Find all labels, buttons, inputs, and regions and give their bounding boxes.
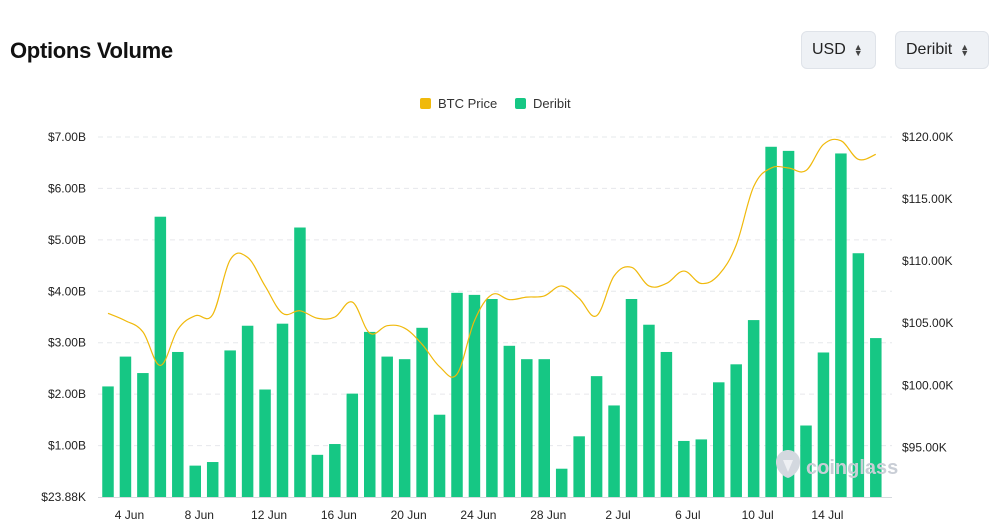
y-right-tick-label: $105.00K <box>902 316 953 330</box>
x-tick-label: 6 Jul <box>675 508 700 522</box>
y-left-tick-label: $3.00B <box>48 336 86 350</box>
deribit-bar[interactable] <box>625 299 638 497</box>
deribit-bar[interactable] <box>835 153 847 497</box>
deribit-bar[interactable] <box>119 356 132 497</box>
deribit-bar[interactable] <box>660 351 673 497</box>
y-left-tick-label: $4.00B <box>48 284 86 298</box>
deribit-bar[interactable] <box>538 359 551 497</box>
deribit-bar[interactable] <box>852 253 865 497</box>
deribit-bar[interactable] <box>206 462 219 497</box>
x-tick-label: 28 Jun <box>530 508 566 522</box>
exchange-select-value: Deribit <box>906 41 953 58</box>
deribit-bar[interactable] <box>713 382 725 497</box>
x-tick-label: 10 Jul <box>742 508 774 522</box>
y-right-tick-label: $95.00K <box>902 440 947 454</box>
deribit-bar[interactable] <box>154 216 167 497</box>
currency-select-value: USD <box>812 41 846 58</box>
deribit-bar[interactable] <box>765 146 777 497</box>
legend-swatch-btc-price <box>420 98 431 109</box>
y-axis-left: $23.88K $1.00B $2.00B $3.00B $4.00B $5.00B $6.… <box>41 130 86 504</box>
deribit-bar[interactable] <box>241 325 254 497</box>
legend-label-deribit: Deribit <box>533 96 571 111</box>
deribit-bar[interactable] <box>643 324 655 497</box>
deribit-bar[interactable] <box>311 454 324 497</box>
deribit-bar[interactable] <box>276 323 289 497</box>
legend-label-btc-price: BTC Price <box>438 96 497 111</box>
y-left-tick-label: $23.88K <box>41 490 86 504</box>
x-tick-label: 4 Jun <box>115 508 144 522</box>
x-tick-label: 8 Jun <box>185 508 214 522</box>
deribit-bar[interactable] <box>364 331 376 497</box>
deribit-bar[interactable] <box>433 414 446 497</box>
x-axis: 4 Jun 8 Jun 12 Jun 16 Jun 20 Jun 24 Jun 28 Jun… <box>98 497 892 522</box>
x-tick-label: 20 Jun <box>391 508 427 522</box>
deribit-bar[interactable] <box>503 345 516 497</box>
chart-legend[interactable]: BTC Price Deribit <box>420 96 571 111</box>
y-right-tick-label: $110.00K <box>902 254 953 268</box>
y-left-tick-label: $5.00B <box>48 233 86 247</box>
y-right-tick-label: $120.00K <box>902 130 953 144</box>
deribit-bar[interactable] <box>329 444 341 497</box>
y-left-tick-label: $2.00B <box>48 387 86 401</box>
y-right-tick-label: $115.00K <box>902 192 953 206</box>
watermark-text: coinglass <box>806 457 898 479</box>
deribit-bar[interactable] <box>695 439 708 497</box>
deribit-bar[interactable] <box>102 386 114 497</box>
y-left-tick-label: $1.00B <box>48 439 86 453</box>
deribit-bar[interactable] <box>590 376 603 497</box>
coinglass-watermark: coinglass <box>776 450 898 479</box>
deribit-bar[interactable] <box>416 327 428 497</box>
deribit-bar[interactable] <box>817 352 830 497</box>
y-left-tick-label: $7.00B <box>48 130 86 144</box>
deribit-bar[interactable] <box>521 359 533 497</box>
deribit-bars <box>102 146 882 497</box>
x-tick-label: 16 Jun <box>321 508 357 522</box>
chevron-up-down-icon: ▲ ▼ <box>853 42 863 58</box>
page-title: Options Volume <box>10 38 173 63</box>
deribit-bar[interactable] <box>451 292 463 497</box>
deribit-bar[interactable] <box>259 389 271 497</box>
deribit-bar[interactable] <box>189 465 202 497</box>
deribit-bar[interactable] <box>398 359 411 497</box>
deribit-bar[interactable] <box>555 468 568 497</box>
coinglass-logo-icon <box>776 450 800 478</box>
deribit-bar[interactable] <box>137 373 149 497</box>
deribit-bar[interactable] <box>573 436 585 497</box>
deribit-bar[interactable] <box>294 227 306 497</box>
deribit-bar[interactable] <box>381 356 393 497</box>
exchange-select[interactable]: Deribit ▲ ▼ <box>895 31 989 69</box>
deribit-bar[interactable] <box>468 294 481 497</box>
deribit-bar[interactable] <box>224 350 236 497</box>
deribit-bar[interactable] <box>678 440 690 497</box>
y-left-tick-label: $6.00B <box>48 181 86 195</box>
deribit-bar[interactable] <box>172 351 184 497</box>
deribit-bar[interactable] <box>486 299 498 497</box>
deribit-bar[interactable] <box>730 364 742 497</box>
currency-select[interactable]: USD ▲ ▼ <box>801 31 876 69</box>
deribit-bar[interactable] <box>870 338 882 497</box>
x-tick-label: 24 Jun <box>460 508 496 522</box>
y-axis-right: $95.00K $100.00K $105.00K $110.00K $115.00K $… <box>902 130 953 454</box>
x-tick-label: 12 Jun <box>251 508 287 522</box>
deribit-bar[interactable] <box>346 393 359 497</box>
y-right-tick-label: $100.00K <box>902 378 953 392</box>
x-tick-label: 2 Jul <box>605 508 630 522</box>
x-tick-label: 14 Jul <box>811 508 843 522</box>
btc-price-line <box>107 138 877 378</box>
deribit-bar[interactable] <box>800 425 812 497</box>
legend-swatch-deribit <box>515 98 526 109</box>
deribit-bar[interactable] <box>782 150 795 497</box>
deribit-bar[interactable] <box>608 405 620 497</box>
deribit-bar[interactable] <box>747 320 760 497</box>
chevron-up-down-icon: ▲ ▼ <box>960 42 970 58</box>
